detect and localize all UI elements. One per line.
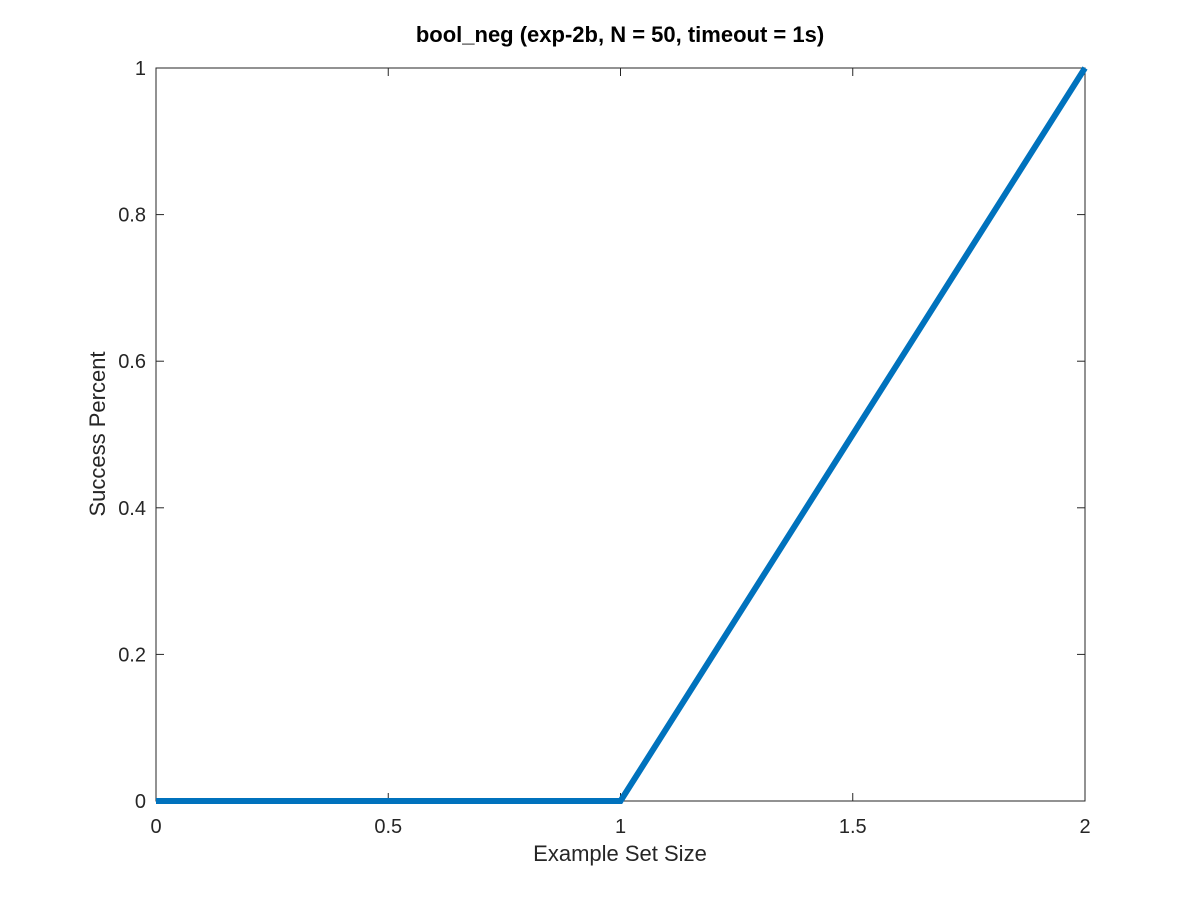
y-tick-label: 0 [135,791,146,813]
y-tick-label: 0.6 [118,351,146,373]
axes-box [155,67,1086,802]
x-tick-label: 2 [1079,816,1090,838]
x-tick-label: 0 [150,816,161,838]
y-tick-label: 0.2 [118,644,146,666]
y-tick-label: 0.4 [118,498,146,520]
y-axis-ticks: 0 0.2 0.4 0.6 0.8 1 [118,58,1085,813]
chart-title: bool_neg (exp-2b, N = 50, timeout = 1s) [416,22,824,47]
series-line [156,66,1088,804]
series-layer [156,66,1088,804]
y-tick-label: 0.8 [118,205,146,227]
y-tick-label: 1 [135,58,146,80]
x-tick-label: 1.5 [839,816,867,838]
y-axis-label: Success Percent [85,351,110,516]
x-axis-label: Example Set Size [533,841,707,866]
x-tick-label: 0.5 [374,816,402,838]
x-tick-label: 1 [615,816,626,838]
plot-area [155,67,1086,802]
x-axis-ticks: 0 0.5 1 1.5 2 [150,68,1091,838]
